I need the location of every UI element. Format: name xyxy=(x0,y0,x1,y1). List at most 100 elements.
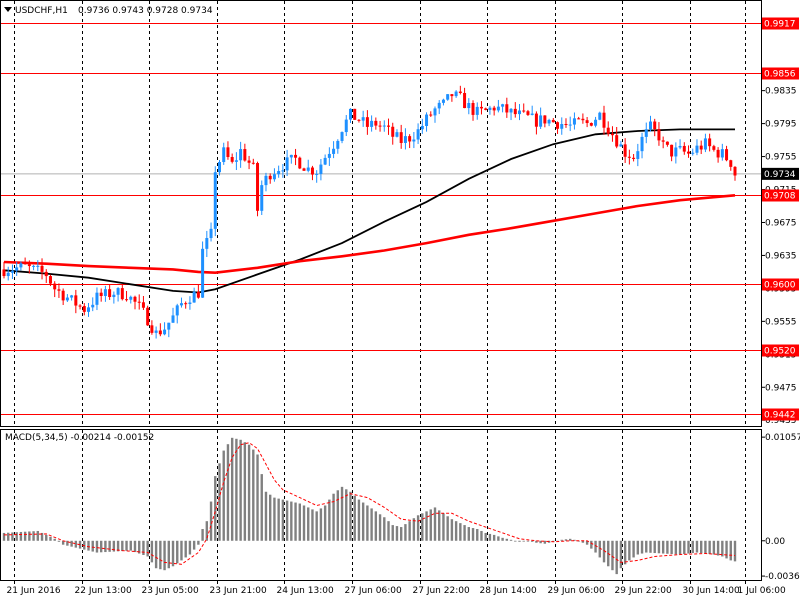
macd-bar xyxy=(442,513,445,541)
price-tick-label: 0.9635 xyxy=(765,251,797,261)
candle-body xyxy=(2,269,6,277)
macd-bar xyxy=(463,525,466,541)
candle-body xyxy=(78,305,82,307)
macd-bar xyxy=(522,540,525,542)
macd-bar xyxy=(332,493,335,541)
candle-body xyxy=(243,149,247,161)
macd-bar xyxy=(311,509,314,541)
macd-bar xyxy=(683,540,686,555)
candle-body xyxy=(729,160,733,167)
macd-bar xyxy=(539,540,542,544)
macd-bar xyxy=(281,499,285,541)
price-badges: 0.9917 0.9856 0.9708 0.9600 0.9520 0.9442 0.97… xyxy=(762,17,799,421)
macd-bar xyxy=(285,500,289,541)
candle-body xyxy=(353,108,357,120)
macd-bar xyxy=(590,540,593,549)
macd-bar xyxy=(509,539,513,541)
macd-bar xyxy=(91,540,94,552)
candle-body xyxy=(95,292,99,305)
macd-bar xyxy=(323,505,327,541)
current-price-badge xyxy=(762,167,799,180)
macd-bar xyxy=(535,540,538,543)
candle-body xyxy=(40,265,44,272)
macd-bar xyxy=(687,540,690,554)
candle-body xyxy=(725,149,729,161)
macd-bar xyxy=(336,490,340,541)
candle-body xyxy=(44,271,48,277)
macd-bar xyxy=(674,540,678,555)
candle-body xyxy=(277,171,281,175)
candle-body xyxy=(446,94,450,100)
macd-bar xyxy=(459,523,462,541)
candle-body xyxy=(653,121,657,130)
macd-bar xyxy=(302,505,306,541)
macd-bar xyxy=(61,540,65,545)
level-price-label: 0.9708 xyxy=(764,192,796,202)
candle-body xyxy=(103,289,107,297)
macd-bar xyxy=(725,540,728,559)
candle-body xyxy=(234,160,238,162)
candle-body xyxy=(450,94,454,97)
macd-bar xyxy=(514,540,517,542)
macd-bar xyxy=(11,532,14,541)
macd-bar xyxy=(395,526,399,541)
time-tick-label: 1 Jul 06:00 xyxy=(738,586,787,596)
macd-bar xyxy=(518,540,521,542)
macd-bar xyxy=(526,540,530,542)
macd-bar xyxy=(256,454,259,541)
macd-bar xyxy=(163,540,166,571)
candle-body xyxy=(691,152,695,154)
price-tick-label: 0.9675 xyxy=(765,218,797,228)
candle-body xyxy=(260,185,264,211)
candle-body xyxy=(458,91,462,93)
macd-bar xyxy=(133,540,137,553)
macd-bar xyxy=(454,521,458,541)
macd-bar xyxy=(116,540,120,552)
macd-bar xyxy=(628,540,631,561)
price-tick-label: 0.9755 xyxy=(765,153,797,163)
macd-bar xyxy=(176,540,179,564)
macd-bar xyxy=(433,507,437,541)
price-pane-frame xyxy=(0,0,762,427)
macd-bar xyxy=(104,540,107,553)
candle-body xyxy=(99,292,103,297)
level-price-badge xyxy=(762,189,799,202)
macd-bar xyxy=(340,486,344,541)
macd-bar xyxy=(95,540,99,553)
time-tick-label: 21 Jun 2016 xyxy=(7,586,61,596)
candle-body xyxy=(370,120,374,127)
macd-bar xyxy=(87,540,90,551)
macd-bar xyxy=(632,540,635,558)
candle-body xyxy=(513,108,517,115)
candle-body xyxy=(615,135,619,147)
candle-body xyxy=(15,267,19,271)
macd-bar xyxy=(146,540,149,557)
candle-body xyxy=(163,329,167,335)
candle-body xyxy=(572,118,576,125)
candle-body xyxy=(129,296,133,300)
candle-body xyxy=(133,296,137,302)
macd-signal-path xyxy=(3,442,736,565)
macd-bar xyxy=(598,540,601,558)
macd-bar xyxy=(581,540,585,543)
macd-bar xyxy=(129,540,132,551)
candle-body xyxy=(589,123,593,126)
candle-body xyxy=(623,144,627,157)
candle-body xyxy=(125,299,129,301)
symbol-dropdown-icon[interactable] xyxy=(4,7,12,12)
candle-body xyxy=(463,92,467,109)
candle-body xyxy=(87,307,91,312)
level-price-label: 0.9856 xyxy=(764,70,796,80)
candle-body xyxy=(475,106,479,115)
macd-bar xyxy=(154,540,158,569)
candle-body xyxy=(378,125,382,127)
time-tick-label: 27 Jun 06:00 xyxy=(345,586,402,596)
candle-body xyxy=(547,119,551,124)
candle-body xyxy=(585,120,589,124)
candle-body xyxy=(387,125,391,127)
candle-body xyxy=(23,263,27,265)
candle-body xyxy=(344,119,348,133)
level-price-badge xyxy=(762,67,799,80)
candle-body xyxy=(657,129,661,141)
candle-body xyxy=(416,129,420,140)
